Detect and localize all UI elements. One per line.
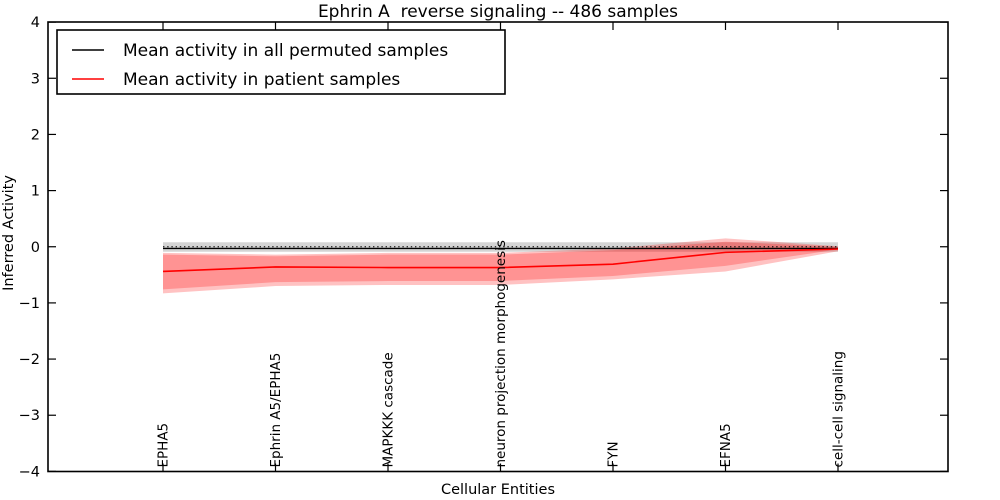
x-tick-label: EFNA5 — [718, 423, 734, 467]
y-tick-label: 4 — [31, 15, 40, 31]
y-tick-label: 0 — [31, 240, 40, 256]
legend-label-permuted: Mean activity in all permuted samples — [123, 41, 448, 61]
y-tick-label: 1 — [31, 184, 40, 200]
x-tick-label: FYN — [606, 441, 622, 467]
y-tick-label: −4 — [19, 464, 40, 480]
x-tick-label: Ephrin A5/EPHA5 — [268, 353, 284, 468]
x-tick-label: neuron projection morphogenesis — [493, 240, 509, 467]
y-tick-label: −3 — [19, 408, 40, 424]
patient-band-outer — [163, 238, 838, 294]
legend-box — [56, 29, 506, 95]
plot-area: 4 3 2 1 0 −1 −2 −3 −4 EPHA5 Ephrin A5/EPHA5 MAPKKK … — [19, 15, 949, 480]
y-tick-label: −2 — [19, 352, 40, 368]
x-axis-label: Cellular Entities — [441, 482, 555, 498]
y-tick-label: −1 — [19, 296, 40, 312]
y-axis-label: Inferred Activity — [1, 175, 17, 291]
legend-label-patient: Mean activity in patient samples — [123, 70, 400, 90]
x-tick-label: cell-cell signaling — [831, 351, 847, 467]
legend: Mean activity in all permuted samples Me… — [56, 29, 506, 95]
chart-title: Ephrin A reverse signaling -- 486 sample… — [318, 2, 678, 22]
permuted-band — [163, 242, 838, 252]
patient-band-inner — [163, 241, 838, 290]
x-tick-label: MAPKKK cascade — [381, 352, 397, 467]
y-tick-label: 2 — [31, 127, 40, 143]
x-tick-label: EPHA5 — [156, 423, 172, 468]
y-tick-label: 3 — [31, 71, 40, 87]
patient-mean-line — [162, 248, 839, 273]
